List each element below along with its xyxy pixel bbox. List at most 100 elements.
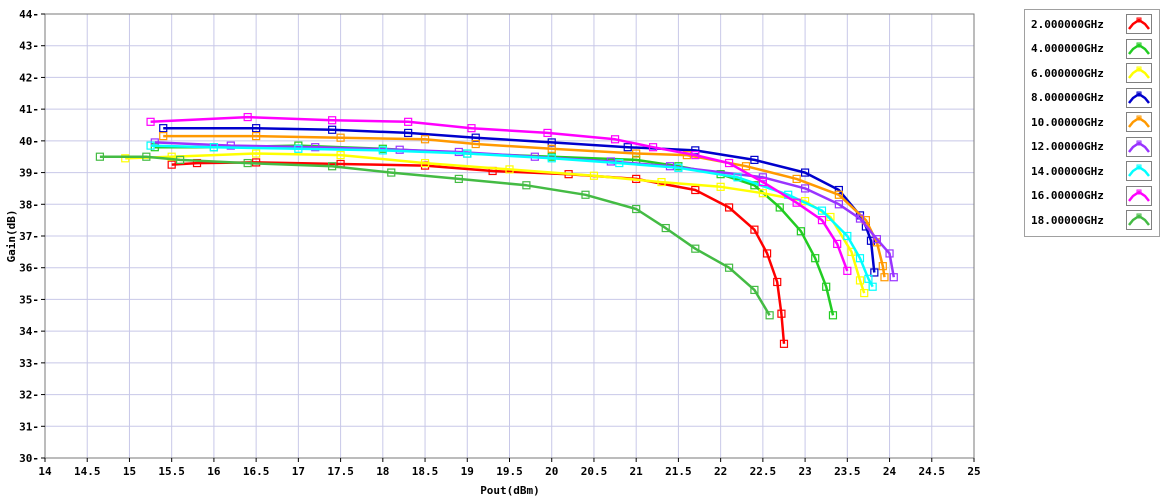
data-point-marker (252, 132, 261, 141)
data-point-marker (817, 216, 827, 225)
data-point-marker (800, 168, 810, 177)
data-point-marker (387, 168, 396, 177)
y-tick-label: 39- (19, 167, 39, 180)
data-point-marker (817, 206, 827, 215)
data-point-marker (691, 185, 700, 195)
data-point-marker (150, 143, 159, 152)
series-8 (146, 112, 852, 275)
x-tick-label: 24.5 (919, 465, 946, 478)
data-point-marker (142, 152, 151, 161)
series-line (150, 115, 849, 272)
y-tick-label: 44- (19, 8, 39, 21)
data-point-marker (741, 162, 751, 171)
data-point-marker (796, 227, 805, 236)
legend-swatch-icon (1126, 112, 1152, 133)
legend-swatch-icon (1126, 63, 1152, 84)
data-point-marker (146, 117, 155, 126)
x-tick-label: 15 (123, 465, 136, 478)
legend-item: 4.000000GHz (1025, 37, 1159, 62)
data-point-marker (762, 249, 772, 258)
legend-label: 14.00000GHz (1031, 164, 1104, 178)
data-point-marker (252, 124, 261, 133)
data-point-marker (420, 135, 430, 144)
data-point-marker (632, 204, 641, 214)
y-axis-title: Gain(dB) (5, 210, 18, 263)
data-point-marker (420, 158, 430, 168)
data-point-marker (159, 124, 168, 133)
x-tick-label: 17.5 (327, 465, 354, 478)
legend-swatch-icon (1126, 185, 1152, 206)
data-point-marker (843, 231, 852, 241)
x-tick-label: 23.5 (834, 465, 861, 478)
data-point-marker (328, 162, 337, 171)
legend-item: 10.00000GHz (1025, 110, 1159, 135)
series-lines (95, 112, 898, 348)
data-point-marker (95, 152, 104, 161)
data-point-marker (252, 149, 261, 158)
y-tick-label: 37- (19, 230, 39, 243)
x-tick-label: 25 (967, 465, 980, 478)
data-point-marker (467, 124, 476, 133)
data-point-marker (880, 273, 889, 282)
axis-ticks: 14 14.5 15 15.5 16 16.5 17 17.5 18 18.5 19 19.5 20 20… (19, 8, 981, 478)
data-point-marker (661, 223, 670, 233)
data-point-marker (404, 128, 413, 138)
series-9 (95, 152, 774, 320)
data-point-marker (792, 174, 801, 184)
data-point-marker (243, 112, 252, 122)
data-point-marker (765, 311, 774, 320)
data-point-marker (834, 190, 843, 199)
data-point-marker (750, 225, 759, 234)
series-6 (150, 138, 898, 282)
x-tick-label: 18 (376, 465, 389, 478)
y-tick-label: 35- (19, 293, 39, 306)
data-point-marker (146, 141, 155, 150)
data-point-marker (328, 116, 337, 125)
y-tick-label: 38- (19, 198, 39, 211)
legend-swatch-icon (1126, 38, 1152, 59)
data-point-marker (311, 143, 320, 152)
data-point-marker (547, 138, 556, 147)
legend-label: 12.00000GHz (1031, 140, 1104, 154)
data-point-marker (855, 214, 865, 223)
data-point-marker (589, 171, 599, 180)
data-point-marker (463, 149, 472, 158)
y-tick-label: 40- (19, 135, 39, 148)
x-tick-label: 23 (798, 465, 811, 478)
y-tick-label: 31- (19, 420, 39, 433)
x-tick-label: 21 (630, 465, 644, 478)
series-line (163, 126, 876, 273)
data-point-marker (758, 189, 767, 198)
data-point-marker (243, 158, 252, 168)
legend-item: 16.00000GHz (1025, 184, 1159, 209)
data-point-marker (834, 200, 843, 209)
x-tick-label: 19 (461, 465, 474, 478)
y-tick-label: 34- (19, 325, 39, 338)
data-point-marker (176, 155, 185, 164)
y-tick-label: 30- (19, 452, 39, 465)
data-point-marker (750, 155, 759, 164)
data-point-marker (648, 143, 658, 152)
data-point-marker (121, 154, 130, 163)
data-point-marker (294, 144, 303, 153)
data-point-marker (691, 151, 700, 160)
data-point-marker (547, 144, 556, 153)
legend-label: 4.000000GHz (1031, 42, 1104, 56)
x-tick-label: 16 (207, 465, 221, 478)
legend-item: 2.000000GHz (1025, 12, 1159, 37)
data-point-marker (632, 149, 641, 158)
data-point-marker (822, 282, 831, 291)
legend-label: 18.00000GHz (1031, 213, 1104, 227)
data-point-marker (471, 139, 480, 149)
x-tick-label: 21.5 (665, 465, 692, 478)
data-point-marker (792, 198, 801, 207)
data-point-marker (855, 254, 865, 263)
data-point-marker (777, 309, 786, 318)
data-point-marker (724, 263, 734, 272)
data-point-marker (868, 282, 877, 291)
x-tick-label: 14.5 (74, 465, 101, 478)
data-point-marker (336, 151, 345, 160)
y-tick-label: 33- (19, 357, 39, 370)
legend-swatch-icon (1126, 14, 1152, 35)
legend-label: 10.00000GHz (1031, 115, 1104, 129)
